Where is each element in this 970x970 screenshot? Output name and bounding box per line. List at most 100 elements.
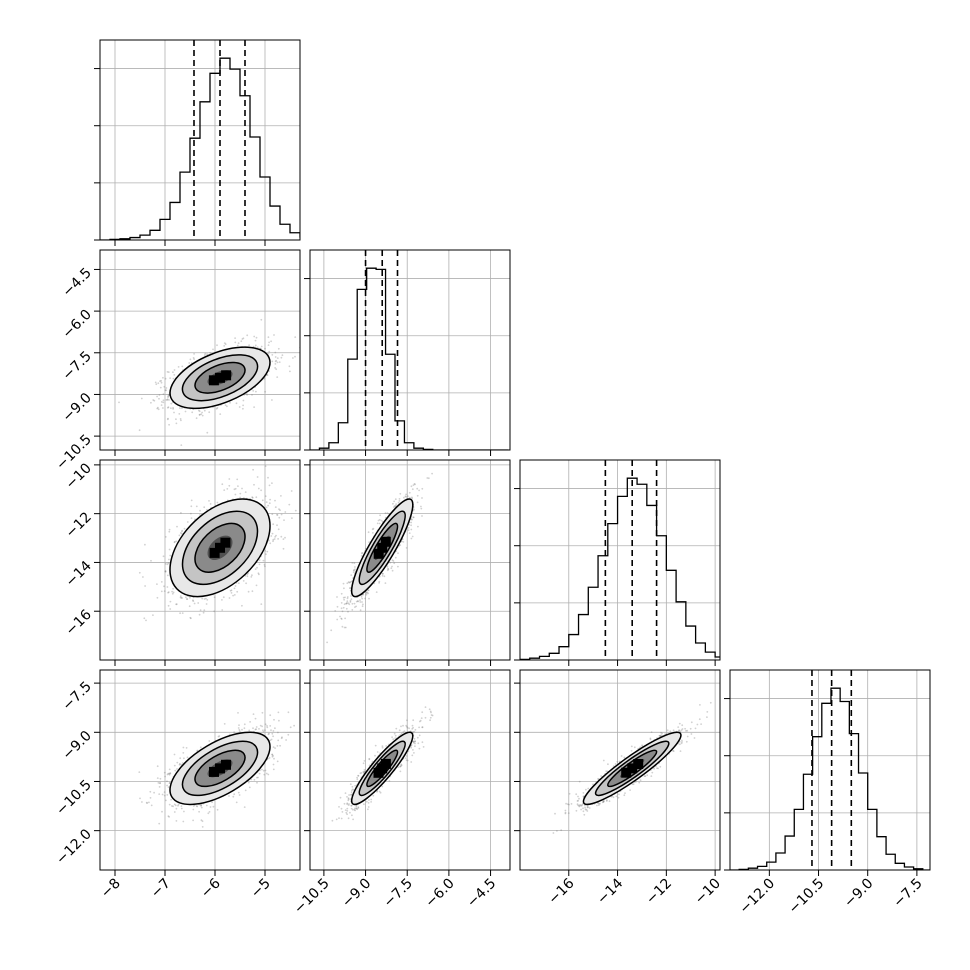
scatter-panel-3-0: −8 −7 −6 −5−12.0−10.5−9.0−7.5 [53,669,301,901]
sample-point [416,501,419,504]
sample-point [272,735,274,738]
sample-point [233,587,236,590]
sample-point [202,611,205,614]
sample-point [280,513,283,516]
sample-point [189,596,191,599]
sample-point [167,591,169,594]
sample-point [216,344,218,347]
sample-point [251,590,254,593]
y-tick-label: −4.5 [59,265,94,300]
sample-point [223,489,226,491]
sample-point [164,563,167,565]
panel-frame [99,459,301,661]
sample-point [206,599,209,601]
y-tick-label: −6.0 [59,307,94,342]
sample-point [273,334,275,336]
sample-point [264,495,267,498]
sample-point [167,395,170,398]
sample-point [212,348,214,351]
sample-point [344,596,346,599]
sample-point [272,523,275,526]
sample-point [204,352,207,355]
sample-point [140,397,143,400]
sample-point [420,505,422,508]
sample-point [264,347,266,350]
sample-point [288,503,291,506]
sample-point [186,598,189,600]
sample-point [421,497,423,499]
sample-point [349,587,352,589]
sample-point [276,376,279,378]
density-peak [215,542,225,553]
sample-point [341,625,344,628]
sample-point [223,345,226,347]
sample-point [277,538,279,540]
sample-point [224,343,227,346]
sample-point [193,358,195,360]
sample-point [164,570,167,573]
sample-point [354,606,356,608]
sample-point [356,600,359,602]
sample-point [160,581,163,583]
sample-point [274,360,277,363]
sample-point [221,599,223,601]
sample-point [380,519,383,522]
sample-point [192,808,195,811]
scatter-panel-2-1 [304,459,511,666]
sample-point [349,601,352,603]
scatter-clip [118,318,300,446]
scatter-clip [138,465,297,622]
sample-point [237,712,239,714]
sample-point [260,603,263,605]
sample-point [175,418,177,421]
sample-point [175,603,177,606]
sample-point [238,406,241,408]
sample-point [269,725,272,727]
scatter-clip [326,472,433,644]
sample-point [164,377,167,380]
sample-point [270,535,273,537]
sample-point [145,619,147,622]
sample-point [229,589,232,592]
sample-point [237,342,240,345]
sample-point [180,444,183,446]
sample-point [203,409,206,412]
sample-point [265,772,268,775]
sample-point [342,596,345,599]
sample-point [346,597,349,600]
sample-point [289,370,291,373]
sample-point [426,477,429,479]
sample-point [411,488,414,491]
sample-point [350,580,353,583]
sample-point [175,540,178,543]
sample-point [391,565,393,568]
sample-point [203,506,206,509]
sample-point [255,390,257,393]
sample-point [336,618,339,621]
sample-point [240,340,243,343]
sample-point [410,537,413,540]
sample-point [343,587,345,590]
sample-point [178,413,181,415]
sample-point [162,376,164,379]
sample-point [417,525,419,528]
contour-line [169,498,271,598]
sample-point [163,585,165,588]
sample-point [203,598,206,600]
sample-point [349,599,352,602]
sample-point [384,582,387,584]
sample-point [393,505,396,507]
sample-point [167,417,169,420]
sample-point [180,419,182,422]
sample-point [284,511,287,513]
sample-point [276,513,278,516]
sample-point [190,512,192,515]
sample-point [284,536,286,539]
sample-point [189,358,192,361]
panel-frame [99,39,301,241]
sample-point [236,590,239,593]
sample-point [167,371,170,373]
sample-point [200,806,203,809]
sample-point [431,472,433,475]
sample-point [198,413,201,416]
